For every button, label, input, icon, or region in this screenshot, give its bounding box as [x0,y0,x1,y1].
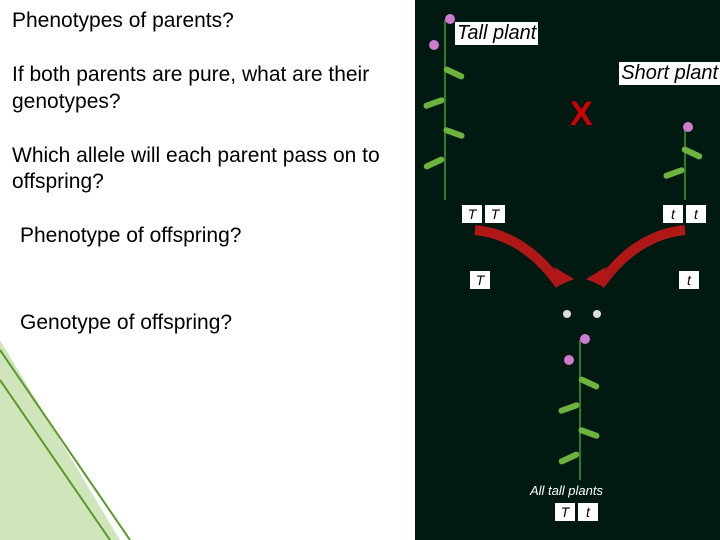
allele-parent-tall-1: T [462,205,482,223]
gamete-dot-right [593,310,601,318]
allele-parent-short-1: t [663,205,683,223]
short-parent-plant [665,120,705,200]
corner-accent-lines [0,310,140,540]
gamete-dot-left [563,310,571,318]
question-phenotypes-parents: Phenotypes of parents? [12,8,407,34]
question-allele-pass: Which allele will each parent pass on to… [12,143,407,196]
allele-offspring-left: T [555,503,575,521]
tall-parent-plant [425,10,465,200]
allele-parent-tall-2: T [485,205,505,223]
question-phenotype-offspring: Phenotype of offspring? [12,223,407,249]
label-all-tall: All tall plants [530,483,603,498]
allele-gamete-short: t [679,271,699,289]
label-short-plant: Short plant [619,62,720,85]
diagram-panel: Tall plant Short plant X T T t t [415,0,720,540]
allele-offspring-right: t [578,503,598,521]
label-tall-plant: Tall plant [455,22,538,45]
allele-gamete-tall: T [470,271,490,289]
allele-parent-short-2: t [686,205,706,223]
cross-symbol: X [570,95,593,134]
slide: Phenotypes of parents? If both parents a… [0,0,720,540]
question-genotypes-parents: If both parents are pure, what are their… [12,62,407,115]
offspring-plant [560,330,600,480]
